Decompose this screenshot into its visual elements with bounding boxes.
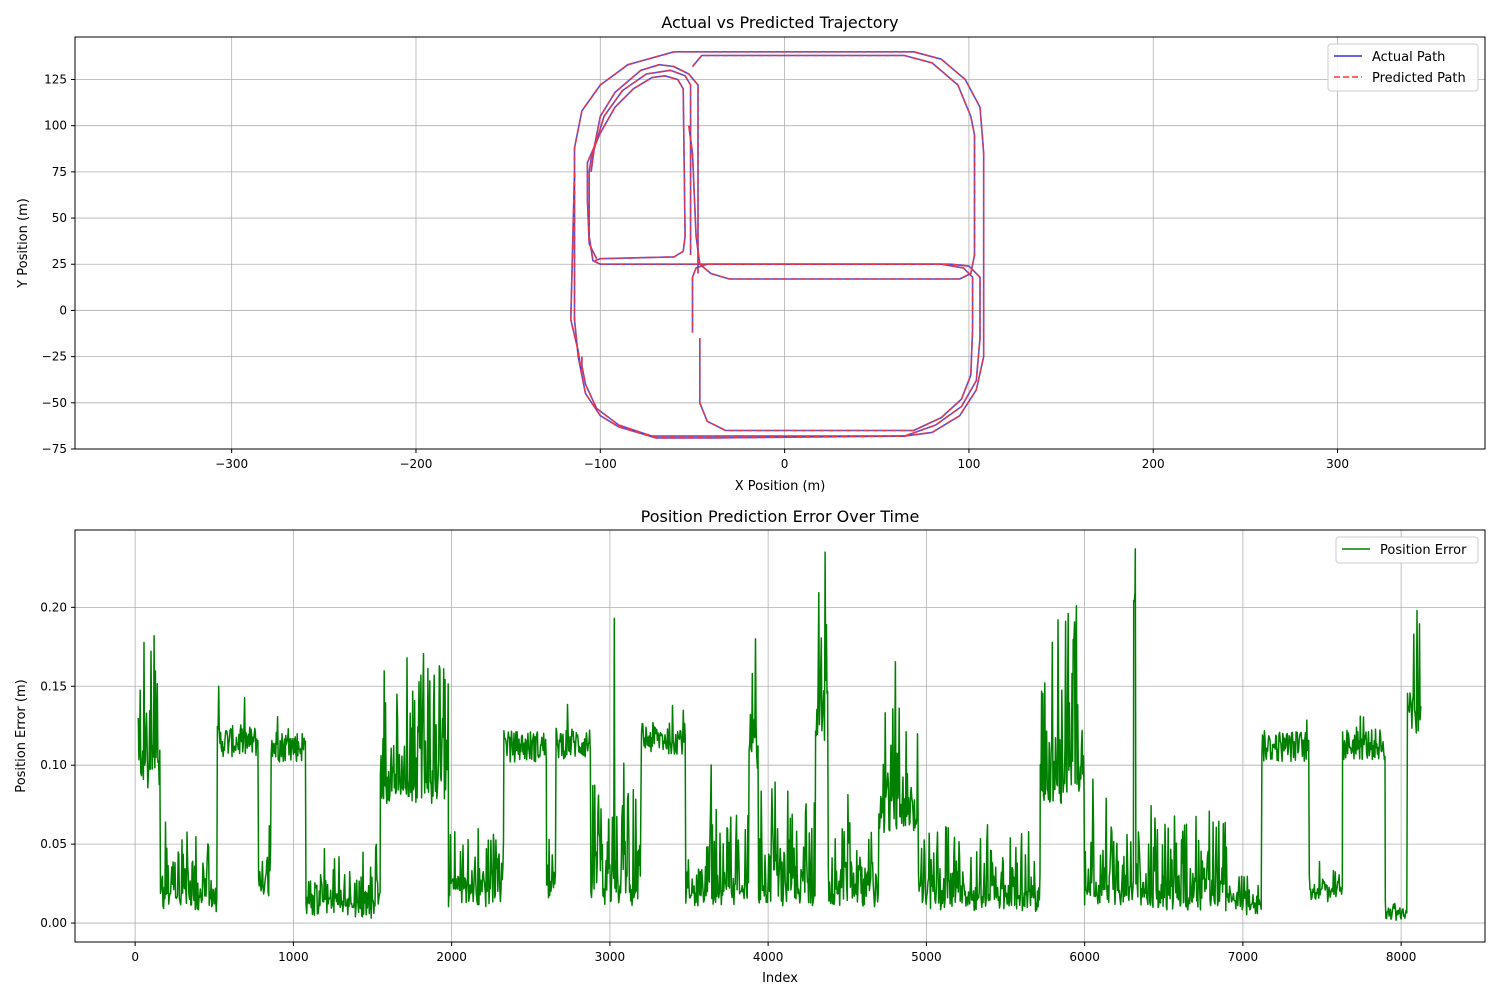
x-tick-label: 2000	[436, 950, 467, 964]
y-tick-label: −75	[42, 442, 67, 456]
x-axis-label-trajectory: X Position (m)	[735, 479, 826, 494]
predicted-path-line	[691, 263, 974, 432]
legend-box-trajectory	[1327, 43, 1479, 92]
position-error-line	[137, 548, 1422, 921]
predicted-path-line	[581, 69, 981, 437]
x-tick-label: −300	[215, 457, 248, 471]
x-tick-label: 3000	[595, 950, 626, 964]
x-tick-label: 8000	[1386, 950, 1417, 964]
trajectory-lines	[570, 51, 985, 439]
x-tick-label: 7000	[1228, 950, 1259, 964]
predicted-path-line	[688, 54, 976, 280]
x-tick-label: 6000	[1069, 950, 1100, 964]
error-lines	[137, 548, 1422, 921]
ticks-error: 0 1000 2000 3000 4000 5000 6000 7000 8000 0.00 0.0…	[40, 600, 1416, 964]
y-axis-label-trajectory: Y Position (m)	[16, 198, 31, 289]
legend-label-predicted-path: Predicted Path	[1372, 71, 1466, 86]
actual-path-line	[573, 51, 985, 439]
plot-area-trajectory	[75, 37, 1485, 449]
predicted-path-line	[590, 63, 699, 274]
y-tick-label: 0	[59, 303, 67, 317]
x-tick-label: 0	[781, 457, 789, 471]
chart-title-error: Position Prediction Error Over Time	[641, 507, 920, 526]
y-tick-label: 0.15	[40, 679, 67, 693]
legend-label-actual-path: Actual Path	[1372, 50, 1445, 65]
y-tick-label: 50	[52, 211, 67, 225]
actual-path-line	[586, 75, 686, 262]
y-tick-label: −50	[42, 396, 67, 410]
y-tick-label: 0.00	[40, 916, 67, 930]
x-tick-label: 1000	[278, 950, 309, 964]
legend-label-position-error: Position Error	[1380, 543, 1467, 558]
x-axis-label-error: Index	[762, 971, 798, 986]
error-chart: 0 1000 2000 3000 4000 5000 6000 7000 8000 0.00 0.0…	[14, 507, 1486, 986]
plot-frame-trajectory	[74, 36, 1486, 450]
x-tick-label: −200	[399, 457, 432, 471]
grid-error	[75, 530, 1485, 942]
y-tick-label: 100	[44, 119, 67, 133]
ticks-trajectory: −300 −200 −100 0 100 200 300 −75 −50 −25 0 25 50 75 10…	[42, 72, 1349, 471]
x-tick-label: −100	[584, 457, 617, 471]
x-tick-label: 5000	[911, 950, 942, 964]
y-tick-label: 0.20	[40, 600, 67, 614]
legend-error: Position Error	[1335, 536, 1479, 564]
trajectory-chart: −300 −200 −100 0 100 200 300 −75 −50 −25 0 25 50 75 10…	[16, 13, 1486, 494]
x-tick-label: 100	[957, 457, 980, 471]
y-tick-label: −25	[42, 350, 67, 364]
x-tick-label: 4000	[753, 950, 784, 964]
x-tick-label: 300	[1326, 457, 1349, 471]
predicted-path-line	[570, 171, 583, 376]
legend-box-error	[1335, 536, 1479, 564]
plot-frame-error	[74, 529, 1486, 943]
chart-title-trajectory: Actual vs Predicted Trajectory	[661, 13, 898, 32]
y-tick-label: 0.05	[40, 837, 67, 851]
y-tick-label: 75	[52, 165, 67, 179]
y-axis-label-error: Position Error (m)	[14, 679, 29, 792]
grid-trajectory	[75, 37, 1485, 450]
plot-area-error	[75, 530, 1485, 942]
x-tick-label: 200	[1142, 457, 1165, 471]
x-tick-label: 0	[131, 950, 139, 964]
y-tick-label: 25	[52, 257, 67, 271]
y-tick-label: 125	[44, 72, 67, 86]
legend-trajectory: Actual Path Predicted Path	[1327, 43, 1479, 92]
y-tick-label: 0.10	[40, 758, 67, 772]
